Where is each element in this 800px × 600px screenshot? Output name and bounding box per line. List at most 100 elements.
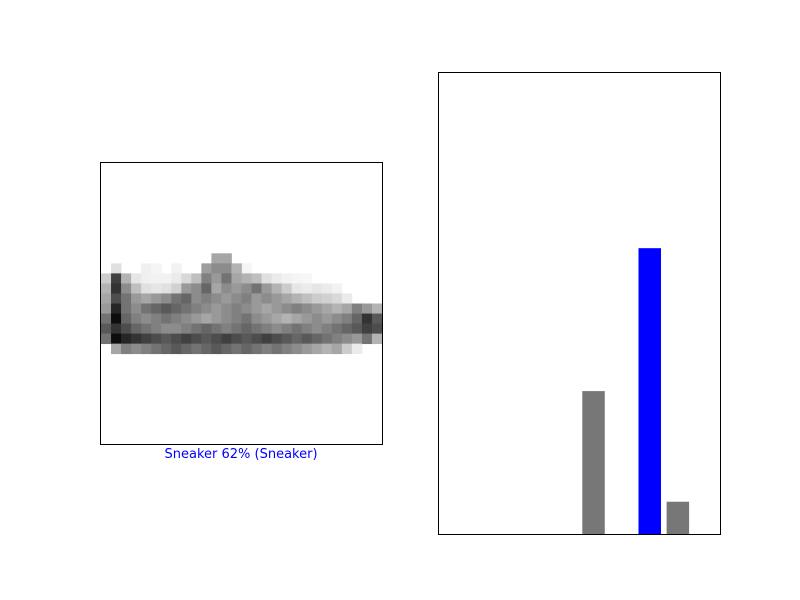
image-pixel: [351, 303, 363, 314]
image-pixel: [141, 283, 152, 294]
image-pixel: [181, 333, 192, 345]
image-pixel: [311, 323, 323, 335]
image-pixel: [121, 283, 132, 294]
image-pixel: [251, 333, 262, 345]
image-pixel: [241, 293, 252, 304]
image-pixel: [161, 273, 172, 284]
image-pixel: [211, 293, 222, 304]
bar-chart-axes: [438, 72, 721, 535]
image-pixel: [241, 263, 252, 274]
image-pixel: [201, 283, 212, 294]
image-pixel: [331, 333, 343, 345]
image-pixel: [161, 333, 172, 345]
image-pixel: [121, 303, 132, 314]
image-pixel: [301, 293, 313, 304]
image-pixel: [271, 273, 283, 284]
image-pixel: [321, 333, 333, 345]
image-pixel: [121, 323, 132, 335]
image-pixel: [151, 333, 162, 345]
image-pixel: [151, 323, 162, 335]
image-pixel: [111, 313, 122, 324]
image-pixel: [121, 273, 132, 284]
image-pixel: [241, 303, 252, 314]
image-pixel: [301, 273, 313, 284]
image-pixel: [211, 273, 222, 284]
image-pixel: [251, 303, 262, 314]
image-pixel: [301, 333, 313, 345]
image-pixel: [131, 333, 142, 345]
image-pixel: [261, 293, 273, 304]
image-pixel: [131, 273, 142, 284]
image-pixel: [121, 293, 132, 304]
image-pixel: [301, 303, 313, 314]
image-pixel: [301, 313, 313, 324]
image-pixel: [211, 283, 222, 294]
image-pixel: [251, 293, 262, 304]
image-pixel: [271, 333, 283, 345]
image-pixel: [181, 273, 192, 284]
image-pixel: [311, 283, 323, 294]
image-pixel: [201, 313, 212, 324]
image-pixel: [191, 303, 202, 314]
image-pixel: [261, 313, 273, 324]
image-pixel: [101, 333, 112, 345]
image-pixel: [131, 343, 142, 355]
image-pixel: [131, 323, 142, 335]
image-pixel: [281, 343, 293, 355]
image-pixel: [201, 303, 212, 314]
image-pixel: [251, 313, 262, 324]
sneaker-image: [101, 253, 383, 355]
image-pixel: [101, 303, 112, 314]
image-pixel: [291, 323, 303, 335]
image-pixel: [261, 303, 273, 314]
image-pixel: [271, 293, 283, 304]
image-pixel: [291, 303, 303, 314]
image-pixel: [241, 333, 252, 345]
image-pixel: [241, 343, 252, 355]
image-pixel: [171, 303, 182, 314]
image-pixel: [121, 333, 132, 345]
image-pixel: [221, 293, 232, 304]
image-pixel: [331, 293, 343, 304]
image-pixel: [231, 283, 242, 294]
image-pixel: [291, 273, 303, 284]
image-pixel: [351, 343, 363, 355]
image-pixel: [141, 313, 152, 324]
image-pixel: [131, 303, 142, 314]
image-pixel: [231, 333, 242, 345]
image-pixel: [111, 273, 122, 284]
image-pixel: [201, 323, 212, 335]
image-pixel: [281, 293, 293, 304]
image-pixel: [101, 293, 112, 304]
image-pixel: [211, 263, 232, 274]
image-pixel: [161, 323, 172, 335]
image-pixel: [351, 313, 363, 324]
image-pixel: [351, 323, 363, 335]
image-pixel: [331, 343, 343, 355]
image-pixel: [291, 313, 303, 324]
image-pixel: [191, 273, 202, 284]
image-pixel: [201, 293, 212, 304]
image-pixel: [111, 293, 122, 304]
image-pixel: [321, 283, 333, 294]
image-pixel: [291, 283, 303, 294]
image-pixel: [101, 323, 112, 335]
bar-class-8: [666, 501, 690, 534]
image-pixel: [341, 293, 353, 304]
image-pixel: [161, 293, 172, 304]
image-pixel: [171, 263, 182, 274]
image-pixel: [131, 293, 142, 304]
image-pixel: [341, 313, 353, 324]
image-pixel: [371, 333, 383, 345]
image-pixel: [231, 303, 242, 314]
image-axes-frame: [100, 162, 383, 445]
image-pixel: [171, 273, 182, 284]
image-pixel: [271, 343, 283, 355]
image-pixel: [231, 313, 242, 324]
image-pixel: [321, 313, 333, 324]
image-pixel: [151, 343, 162, 355]
image-pixel: [221, 333, 232, 345]
image-pixel: [111, 303, 122, 314]
bar-chart-frame: [438, 72, 721, 535]
image-pixel: [201, 343, 212, 355]
